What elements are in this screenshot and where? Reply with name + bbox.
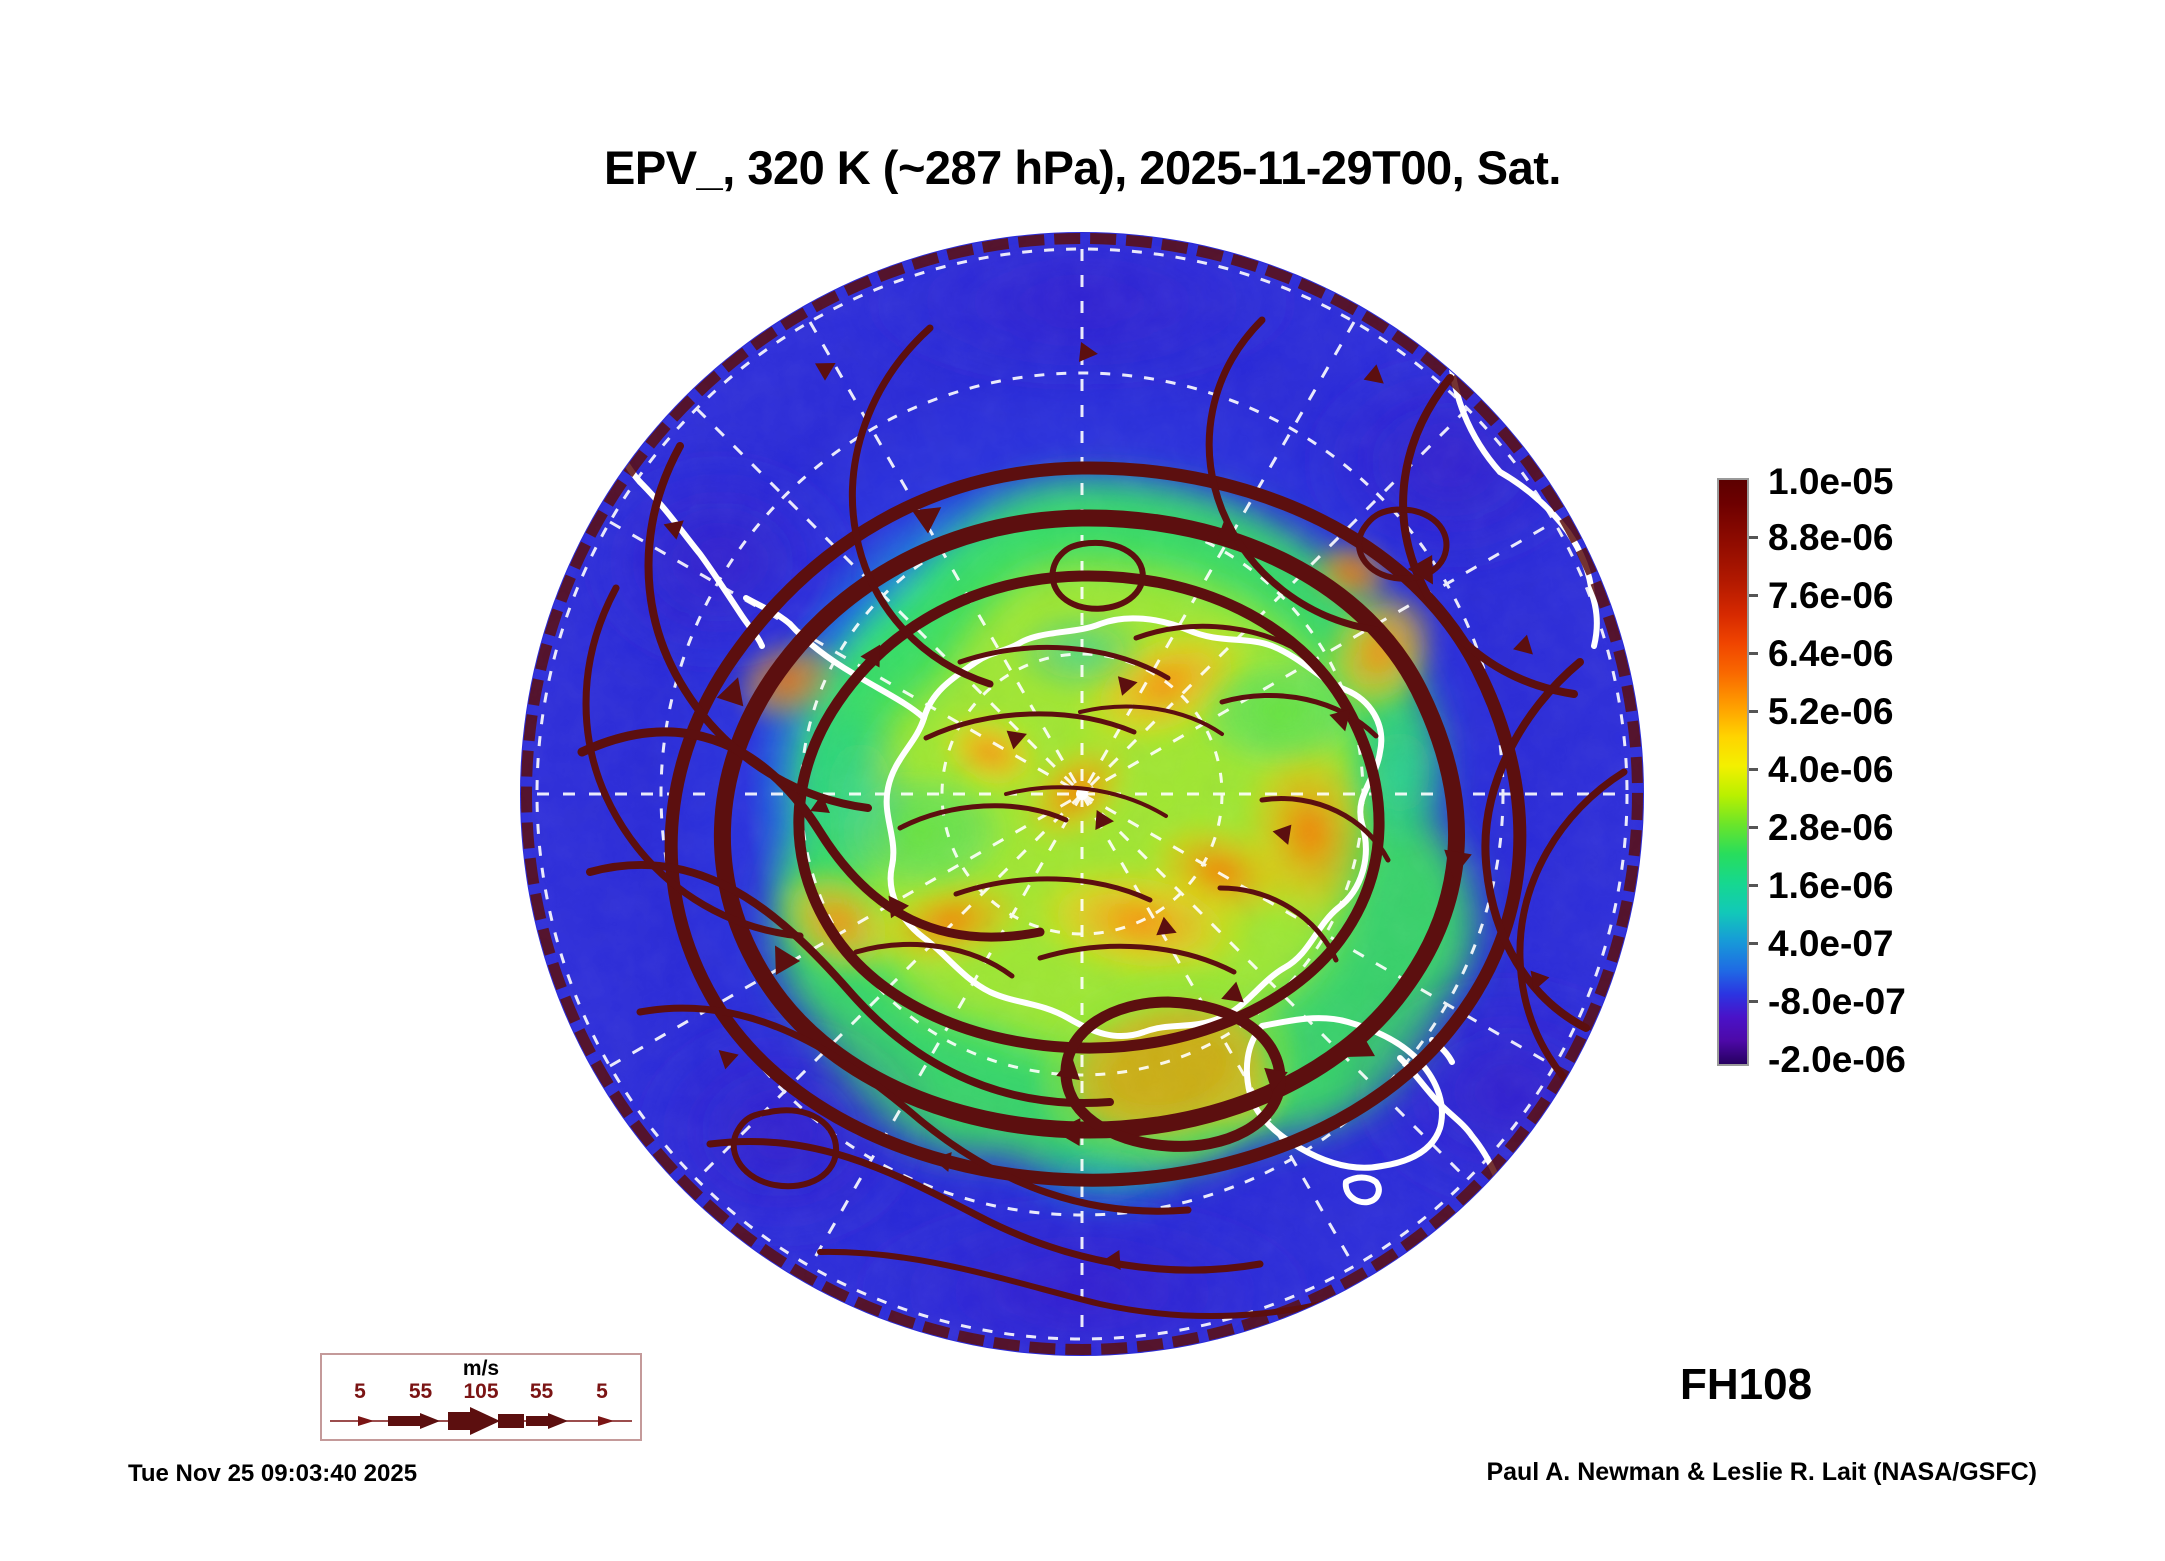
south-pole-marker (1076, 788, 1088, 800)
colorbar-label: 5.2e-06 (1768, 691, 1894, 732)
rim-saturation (521, 233, 1643, 1355)
streamline-arrowheads (663, 342, 1550, 1270)
colorbar-label: 1.0e-05 (1768, 461, 1894, 502)
wind-speed-legend: m/s 5 55 105 55 5 (320, 1353, 642, 1441)
colorbar-tick (1749, 884, 1758, 887)
colorbar-tick (1749, 826, 1758, 829)
wind-legend-value: 5 (354, 1380, 366, 1403)
forecast-hour-label: FH108 (1680, 1360, 1813, 1409)
author-credit: Paul A. Newman & Leslie R. Lait (NASA/GS… (1486, 1458, 2037, 1486)
page-title: EPV_, 320 K (~287 hPa), 2025-11-29T00, S… (604, 141, 1561, 194)
colorbar: 1.0e-05 8.8e-06 7.6e-06 6.4e-06 5.2e-06 … (1712, 461, 2132, 1080)
colorbar-label: -2.0e-06 (1768, 1039, 1906, 1080)
wind-legend-value: 5 (596, 1380, 608, 1403)
wind-legend-value: 55 (529, 1380, 554, 1403)
wind-legend-value: 55 (408, 1380, 433, 1403)
globe-disc (520, 232, 1644, 1356)
colorbar-tick (1749, 768, 1758, 771)
colorbar-tick (1749, 1000, 1758, 1003)
wind-legend-unit: m/s (462, 1357, 500, 1380)
colorbar-tick (1749, 942, 1758, 945)
colorbar-tick (1749, 536, 1758, 539)
colorbar-tick (1749, 710, 1758, 713)
colorbar-tick (1749, 652, 1758, 655)
wind-legend-values: 5 55 105 55 5 (332, 1380, 630, 1404)
generation-timestamp: Tue Nov 25 09:03:40 2025 (128, 1460, 418, 1487)
colorbar-label: 1.6e-06 (1768, 865, 1894, 906)
colorbar-gradient (1717, 478, 1749, 1066)
epv-field-svg (521, 233, 1643, 1355)
wind-legend-arrow-icon (330, 1407, 632, 1435)
wind-legend-value: 105 (463, 1380, 499, 1403)
wind-streamlines (577, 316, 1628, 1320)
colorbar-label: 7.6e-06 (1768, 575, 1894, 616)
polar-stereographic-map (520, 232, 1644, 1356)
colorbar-tick (1749, 594, 1758, 597)
colorbar-label: 6.4e-06 (1768, 633, 1894, 674)
colorbar-label: 8.8e-06 (1768, 517, 1894, 558)
colorbar-label: 4.0e-07 (1768, 923, 1894, 964)
colorbar-label: 4.0e-06 (1768, 749, 1894, 790)
colorbar-label: -8.0e-07 (1768, 981, 1906, 1022)
colorbar-label: 2.8e-06 (1768, 807, 1894, 848)
